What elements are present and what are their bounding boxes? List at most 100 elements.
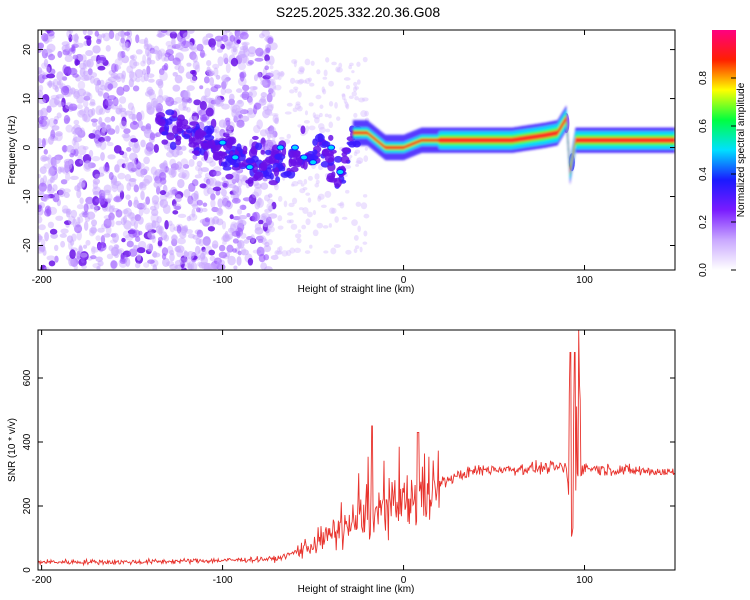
spectrogram-cell xyxy=(91,219,98,227)
spectrogram-cell xyxy=(106,253,114,260)
spectrogram-cell xyxy=(213,257,222,265)
spectrogram-cell xyxy=(126,182,132,192)
spectrogram-cell xyxy=(108,212,115,221)
spectrogram-cell xyxy=(89,204,95,210)
spectrogram-cell xyxy=(298,66,305,73)
spectrogram-cell xyxy=(310,60,315,66)
spectrogram-cell xyxy=(196,160,203,167)
spectrogram-cell xyxy=(66,235,74,243)
spectrogram-cell xyxy=(147,231,155,240)
spectrogram-cell xyxy=(147,259,155,264)
spectrogram-cell xyxy=(72,218,77,228)
spectrogram-cell xyxy=(45,30,54,34)
spectrogram-cell xyxy=(41,33,49,42)
spectrogram-cell xyxy=(196,43,204,52)
spectrogram-cell xyxy=(71,46,76,52)
spectrogram-cell xyxy=(38,98,46,105)
spectrogram-cell xyxy=(190,199,199,207)
spectrogram-cell xyxy=(188,182,196,192)
spectrogram-cell xyxy=(234,30,241,37)
colorbar: 0.0 0.2 0.4 0.6 0.8 Normalized spectral ampl… xyxy=(698,30,747,277)
spectrogram-cell xyxy=(61,97,66,108)
spectrogram-cell xyxy=(187,261,195,270)
spectrogram-cell xyxy=(84,160,92,170)
spectrogram-cell xyxy=(260,161,268,172)
spectrogram-cell xyxy=(92,45,101,54)
spectrogram-cell xyxy=(125,234,134,241)
spectrogram-cell xyxy=(132,61,140,67)
spectrogram-cell xyxy=(252,163,258,174)
spectrogram-cell xyxy=(204,217,211,223)
spectrogram-cell xyxy=(245,164,254,171)
spectrogram-cell xyxy=(43,194,52,199)
spectrogram-cell xyxy=(353,112,358,118)
spectrogram-cell xyxy=(171,234,178,243)
snr-ytick-label: 600 xyxy=(22,369,33,386)
spectrogram-cell xyxy=(254,183,262,189)
spectrogram-cell xyxy=(177,178,185,189)
spectrogram-cell xyxy=(38,233,42,243)
spectrogram-cell xyxy=(345,84,351,90)
spectrogram-cell xyxy=(224,30,231,33)
spectrogram-cell xyxy=(170,167,177,178)
spectrogram-cell xyxy=(267,198,274,204)
spectrogram-cell xyxy=(103,135,112,142)
spectrogram-cell xyxy=(294,233,302,239)
spectrogram-cell xyxy=(264,54,270,62)
spectrogram-cell xyxy=(341,93,346,101)
spectrogram-cell xyxy=(100,152,105,161)
snr-line xyxy=(38,330,675,567)
spectrogram-cell xyxy=(322,76,328,80)
spectrogram-cell xyxy=(108,30,115,40)
spectrogram-cell xyxy=(271,90,276,98)
spectrogram-cell xyxy=(43,266,50,270)
spectrogram-cell xyxy=(268,226,275,233)
spectrogram-cell xyxy=(239,148,245,156)
spectrogram-xtick-label: 100 xyxy=(576,275,593,286)
spectrogram-ytick-label: 20 xyxy=(22,44,33,56)
snr-ytick-label: 200 xyxy=(22,497,33,514)
spectrogram-cell xyxy=(253,102,262,110)
spectrogram-cell xyxy=(157,240,163,247)
spectrogram-cell xyxy=(171,189,178,195)
spectrogram-cell xyxy=(214,95,221,105)
spectrogram-cell xyxy=(129,121,139,130)
spectrogram-cell xyxy=(286,219,292,224)
spectrogram-cell xyxy=(230,102,238,113)
spectrogram-cell xyxy=(155,52,161,61)
spectrogram-cell xyxy=(125,194,131,200)
spectrogram-cell xyxy=(62,167,71,175)
spectrogram-cell xyxy=(168,220,173,227)
spectrogram-cell xyxy=(265,230,271,236)
spectrogram-cell xyxy=(124,41,131,52)
spectrogram-cell xyxy=(91,245,96,255)
spectrogram-cell xyxy=(124,156,129,163)
spectrogram-cell xyxy=(50,68,56,75)
spectrogram-cell xyxy=(60,85,70,96)
spectrogram-cell xyxy=(325,57,330,63)
spectrogram-cell xyxy=(77,80,86,90)
spectrogram-cell xyxy=(146,243,154,252)
spectrogram-cell xyxy=(323,250,329,254)
spectrogram-cell xyxy=(290,183,295,187)
spectrogram-cell xyxy=(115,220,123,226)
spectrogram-cell xyxy=(212,186,222,192)
spectrogram-cell xyxy=(129,55,135,60)
spectrogram-cell xyxy=(327,144,336,151)
spectrogram-cell xyxy=(328,114,332,119)
spectrogram-cell xyxy=(177,61,182,67)
spectrogram-cell xyxy=(245,179,254,184)
spectrogram-cell xyxy=(92,190,100,196)
spectrogram-cell xyxy=(159,199,164,206)
spectrogram-cell xyxy=(121,74,126,83)
spectrogram-cell xyxy=(222,232,230,242)
spectrogram-cell xyxy=(197,261,203,267)
spectrogram-cell xyxy=(251,155,259,163)
spectrogram-cell xyxy=(270,255,279,261)
spectrogram-cell xyxy=(58,187,66,198)
spectrogram-cell xyxy=(264,149,272,156)
spectrogram-cell xyxy=(221,235,230,243)
spectrogram-cell xyxy=(354,96,359,101)
spectrogram-cell xyxy=(256,198,264,208)
